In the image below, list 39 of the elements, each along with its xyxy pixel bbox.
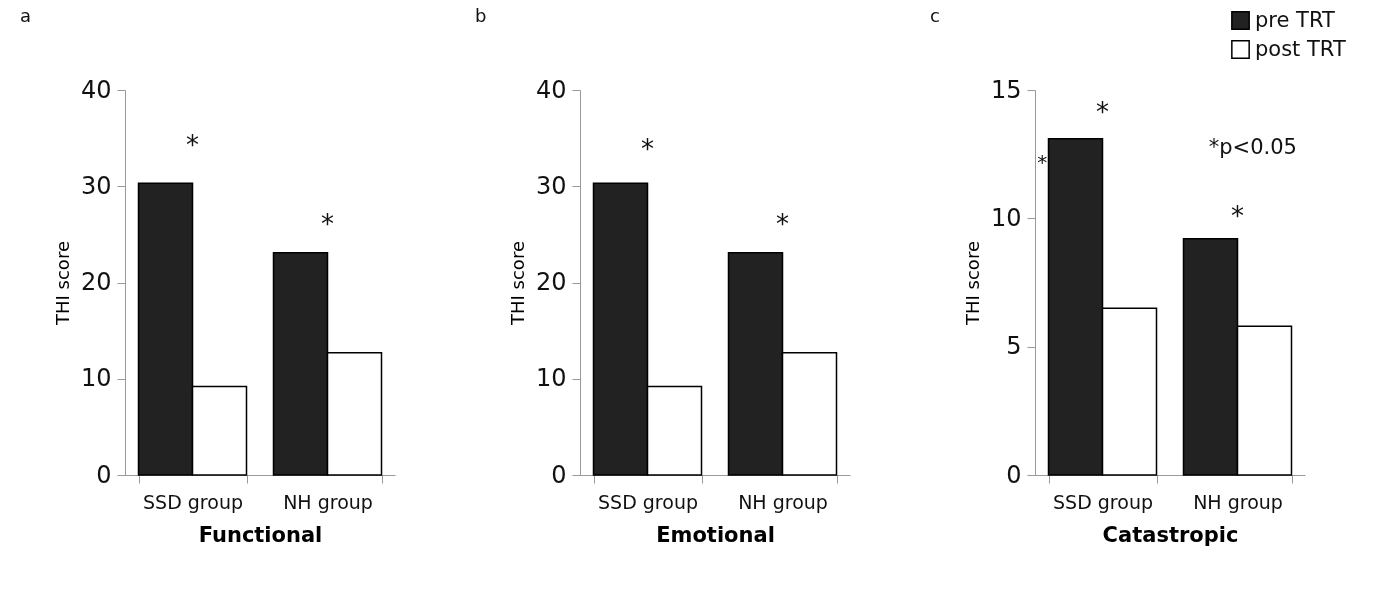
y-tick-label: 20 (80, 268, 112, 296)
y-tick-label: 0 (1006, 460, 1022, 489)
x-tick-label: NH group (738, 490, 828, 513)
y-axis-title: THI score (506, 241, 528, 326)
x-tick-label: SSD group (598, 490, 698, 513)
annotation: * (1096, 97, 1109, 128)
x-tick-label: NH group (283, 490, 373, 513)
annotation: * (186, 129, 199, 160)
y-tick-label: 0 (551, 460, 567, 489)
annotation: * (641, 133, 654, 164)
y-tick-label: 20 (535, 268, 567, 296)
y-tick-label: 15 (990, 75, 1022, 104)
y-tick-label: 10 (80, 364, 112, 393)
x-tick-label: NH group (1193, 490, 1283, 513)
x-axis-title: Emotional (656, 522, 775, 547)
x-axis-title: Functional (198, 522, 323, 547)
y-tick-label: 30 (80, 171, 112, 200)
y-tick-label: 10 (990, 203, 1022, 232)
annotation: * (776, 208, 789, 239)
y-tick-label: 40 (80, 75, 112, 104)
y-axis-title: THI score (961, 241, 983, 326)
annotation: * (321, 208, 334, 239)
x-tick-label: SSD group (143, 490, 243, 513)
chart-title: a (20, 5, 32, 26)
legend-label: post TRT (1255, 36, 1346, 61)
legend-label: pre TRT (1255, 7, 1335, 32)
y-axis-title: THI score (51, 241, 73, 326)
y-tick-label: 30 (535, 171, 567, 200)
annotation: * (1037, 150, 1048, 175)
annotation: * (1231, 201, 1244, 232)
y-tick-label: 0 (96, 460, 112, 489)
x-tick-label: SSD group (1053, 490, 1153, 513)
y-tick-label: 10 (535, 364, 567, 393)
y-tick-label: 5 (1006, 332, 1022, 361)
chart-title: b (475, 5, 487, 26)
x-axis-title: Catastropic (1102, 522, 1239, 547)
chart-title: c (930, 5, 940, 26)
annotation: *p<0.05 (1208, 134, 1297, 159)
y-tick-label: 40 (535, 75, 567, 104)
